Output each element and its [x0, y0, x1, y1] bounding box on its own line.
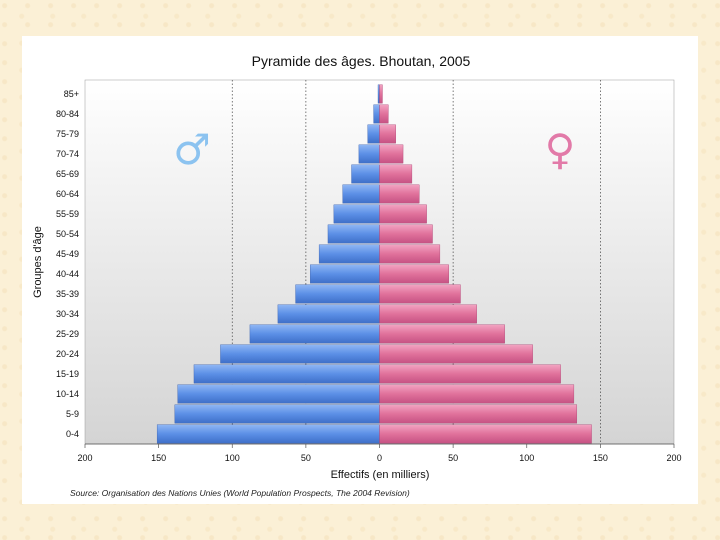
x-tick-label: 0: [377, 453, 382, 463]
male-bar-30-34: [277, 304, 380, 324]
male-bar-50-54: [327, 224, 380, 244]
y-tick-label: 70-74: [56, 149, 79, 159]
male-bar-55-59: [333, 204, 380, 224]
female-bar-40-44: [379, 264, 449, 284]
female-bar-45-49: [379, 244, 441, 264]
male-bar-35-39: [295, 284, 380, 304]
female-bar-0-4: [379, 424, 592, 444]
y-tick-label: 15-19: [56, 369, 79, 379]
female-bar-80-84: [379, 104, 389, 124]
male-bar-40-44: [310, 264, 380, 284]
female-bar-35-39: [379, 284, 461, 304]
y-tick-label: 10-14: [56, 389, 79, 399]
female-bar-75-79: [379, 124, 396, 144]
x-tick-label: 150: [593, 453, 608, 463]
x-tick-label: 50: [448, 453, 458, 463]
female-bar-85+: [379, 84, 383, 104]
male-bar-20-24: [220, 344, 380, 364]
y-tick-labels: 0-4 5-9 10-14 15-19 20-24 25-29 30-34 35-39 40-4…: [56, 89, 79, 439]
chart-title: Pyramide des âges. Bhoutan, 2005: [252, 53, 471, 69]
female-symbol-icon: ♀: [545, 125, 576, 174]
male-bar-65-69: [351, 164, 380, 184]
y-axis-title: Groupes d'âge: [32, 226, 44, 298]
male-bar-80-84: [373, 104, 380, 124]
female-bar-25-29: [379, 324, 505, 344]
male-bar-70-74: [358, 144, 380, 164]
x-tick-label: 150: [151, 453, 166, 463]
y-tick-label: 80-84: [56, 109, 79, 119]
x-tick-label: 200: [77, 453, 92, 463]
female-bar-70-74: [379, 144, 404, 164]
x-tick-label: 100: [225, 453, 240, 463]
male-bar-15-19: [193, 364, 380, 384]
gridlines: [231, 80, 601, 444]
y-tick-label: 65-69: [56, 169, 79, 179]
female-bar-65-69: [379, 164, 413, 184]
y-tick-label: 35-39: [56, 289, 79, 299]
male-bar-5-9: [174, 404, 380, 424]
male-bar-10-14: [177, 384, 380, 404]
y-tick-label: 45-49: [56, 249, 79, 259]
y-tick-label: 85+: [64, 89, 79, 99]
female-bar-10-14: [379, 384, 575, 404]
y-tick-label: 60-64: [56, 189, 79, 199]
male-bar-75-79: [367, 124, 380, 144]
x-tick-label: 50: [301, 453, 311, 463]
x-tick-labels: 200 150 100 50 0 50 100 150 200: [77, 444, 682, 463]
bars: [156, 84, 592, 444]
y-tick-label: 30-34: [56, 309, 79, 319]
y-tick-label: 40-44: [56, 269, 79, 279]
population-pyramid-chart: Pyramide des âges. Bhoutan, 2005 200 150 1…: [32, 53, 682, 498]
male-bar-60-64: [342, 184, 380, 204]
x-axis-title: Effectifs (en milliers): [331, 469, 430, 481]
male-symbol-icon: ♂: [173, 125, 211, 174]
female-bar-15-19: [379, 364, 561, 384]
y-tick-label: 0-4: [66, 429, 79, 439]
male-bar-85+: [377, 84, 380, 104]
chart-frame: Pyramide des âges. Bhoutan, 2005 200 150 1…: [22, 36, 698, 504]
female-bar-55-59: [379, 204, 427, 224]
x-tick-label: 100: [519, 453, 534, 463]
female-bar-60-64: [379, 184, 420, 204]
x-tick-label: 200: [666, 453, 681, 463]
y-tick-label: 55-59: [56, 209, 79, 219]
female-bar-20-24: [379, 344, 533, 364]
y-tick-label: 5-9: [66, 409, 79, 419]
y-tick-label: 25-29: [56, 329, 79, 339]
male-bar-0-4: [156, 424, 380, 444]
female-bar-5-9: [379, 404, 578, 424]
source-note: Source: Organisation des Nations Unies (…: [70, 488, 410, 498]
female-bar-50-54: [379, 224, 433, 244]
y-tick-label: 20-24: [56, 349, 79, 359]
female-bar-30-34: [379, 304, 477, 324]
male-bar-45-49: [318, 244, 380, 264]
male-bar-25-29: [249, 324, 380, 344]
y-tick-label: 50-54: [56, 229, 79, 239]
y-tick-label: 75-79: [56, 129, 79, 139]
